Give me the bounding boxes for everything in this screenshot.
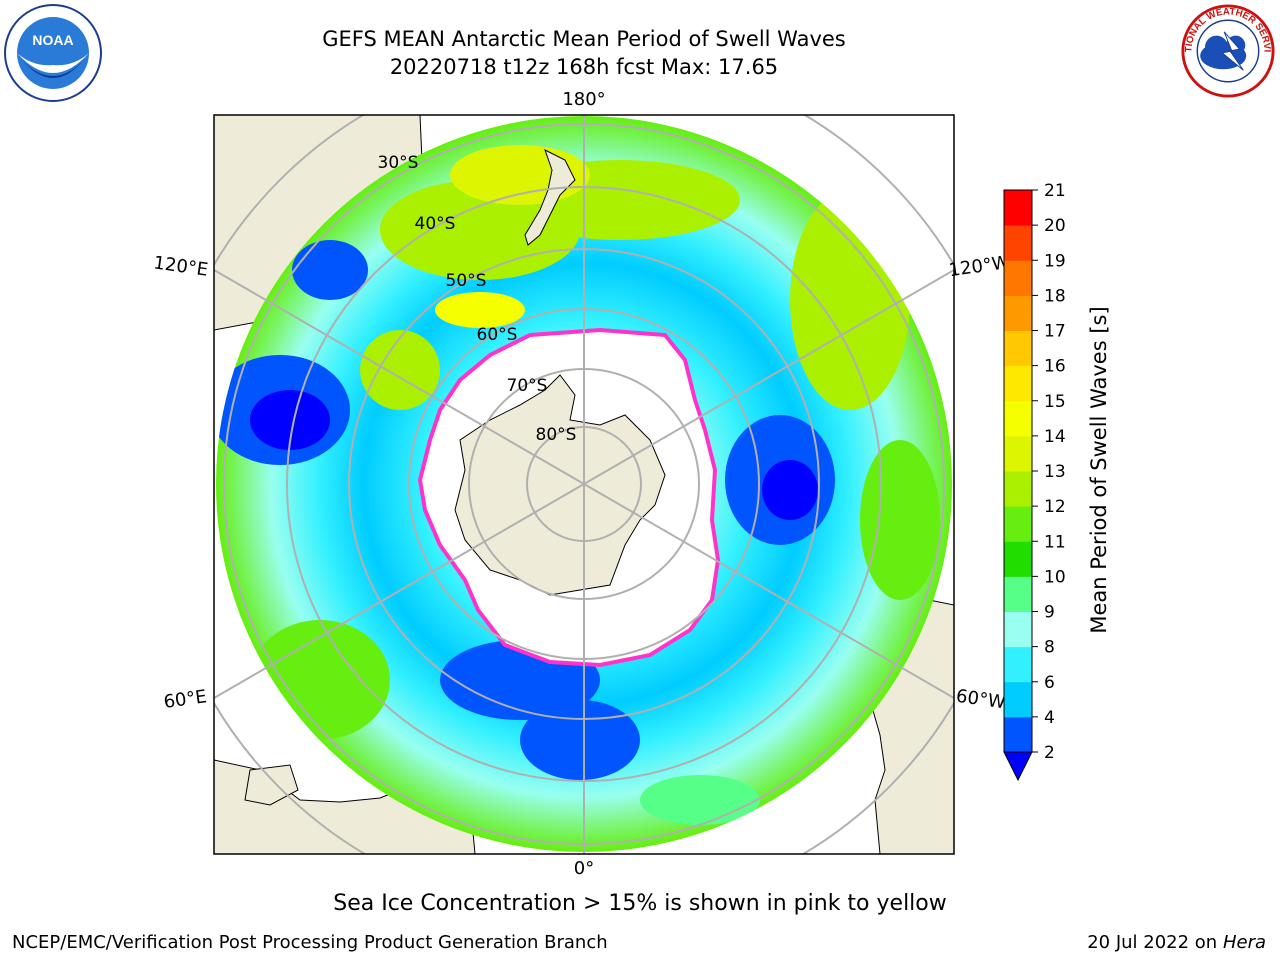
colorbar-segment <box>1004 576 1032 612</box>
lon-label-0: 0° <box>574 858 594 879</box>
colorbar-tick-label: 13 <box>1044 462 1066 482</box>
colorbar-segment <box>1004 295 1032 331</box>
noaa-logo: NOAA <box>4 4 102 102</box>
colorbar-tick-label: 12 <box>1044 497 1066 517</box>
lat-label-70s: 70°S <box>507 376 548 396</box>
colorbar-segment <box>1004 611 1032 648</box>
land-new-zealand <box>524 149 576 246</box>
colorbar-tick-label: 14 <box>1044 427 1066 447</box>
land-madagascar <box>244 764 299 806</box>
colorbar-segment <box>1004 471 1032 507</box>
date-host: Hera <box>1222 932 1266 953</box>
graticule <box>214 115 954 854</box>
map-border <box>213 114 955 855</box>
credit-text: NCEP/EMC/Verification Post Processing Pr… <box>12 932 608 953</box>
colorbar-segment <box>1004 681 1032 718</box>
colorbar-segment <box>1004 506 1032 542</box>
colorbar-segment <box>1004 646 1032 683</box>
colorbar-tick-label: 8 <box>1044 638 1055 658</box>
colorbar-segment <box>1004 400 1032 437</box>
colorbar-segment <box>1004 541 1032 577</box>
land-antarctica <box>454 374 666 596</box>
colorbar-tick-label: 17 <box>1044 322 1066 342</box>
nws-logo: NATIONAL WEATHER SERVICE <box>1180 3 1275 98</box>
colorbar-tick-label: 21 <box>1044 181 1066 201</box>
lat-label-30s: 30°S <box>378 153 419 173</box>
date-stamp: 20 Jul 2022 on Hera <box>1087 932 1266 953</box>
colorbar-label: Mean Period of Swell Waves [s] <box>1087 306 1111 633</box>
colorbar-segment <box>1004 365 1032 402</box>
lon-label-60w: 60°W <box>955 686 1007 714</box>
chart-subtitle: 20220718 t12z 168h fcst Max: 17.65 <box>389 55 779 79</box>
sea-ice-note: Sea Ice Concentration > 15% is shown in … <box>333 891 947 916</box>
lat-label-80s: 80°S <box>536 425 577 445</box>
lon-label-120w: 120°W <box>947 252 1011 281</box>
date-prefix: 20 Jul 2022 on <box>1087 932 1223 953</box>
colorbar-tick-label: 11 <box>1044 532 1066 552</box>
lat-label-60s: 60°S <box>477 325 518 345</box>
colorbar-tick-label: 9 <box>1044 603 1055 623</box>
map-frame: 30°S 40°S 50°S 60°S 70°S 80°S 180° 120°E… <box>152 89 1011 879</box>
colorbar-tick-label: 2 <box>1044 743 1055 763</box>
colorbar-tick-label: 20 <box>1044 216 1066 236</box>
colorbar-tick-label: 6 <box>1044 673 1055 693</box>
chart-title: GEFS MEAN Antarctic Mean Period of Swell… <box>322 27 846 51</box>
lat-label-50s: 50°S <box>446 271 487 291</box>
colorbar-segment <box>1004 435 1032 472</box>
colorbar-tick-label: 15 <box>1044 392 1066 412</box>
lat-label-40s: 40°S <box>415 214 456 234</box>
lon-label-120e: 120°E <box>152 252 209 280</box>
colorbar-tick-label: 16 <box>1044 357 1066 377</box>
lon-label-60e: 60°E <box>162 686 208 713</box>
colorbar: 2 4 6 8 9 10 11 12 13 14 15 16 17 18 19 20 21 <box>1003 181 1066 782</box>
colorbar-segment <box>1004 330 1032 367</box>
colorbar-segment <box>1004 716 1032 753</box>
colorbar-tick-label: 4 <box>1044 708 1055 728</box>
colorbar-under-arrow <box>1003 751 1033 782</box>
lon-label-180: 180° <box>562 89 605 110</box>
colorbar-tick-label: 18 <box>1044 286 1066 306</box>
colorbar-tick-label: 10 <box>1044 567 1066 587</box>
noaa-logo-text: NOAA <box>32 32 73 48</box>
colorbar-tick-label: 19 <box>1044 251 1066 271</box>
colorbar-segment <box>1004 260 1032 296</box>
colorbar-segment <box>1004 225 1032 261</box>
colorbar-segment <box>1004 190 1032 226</box>
